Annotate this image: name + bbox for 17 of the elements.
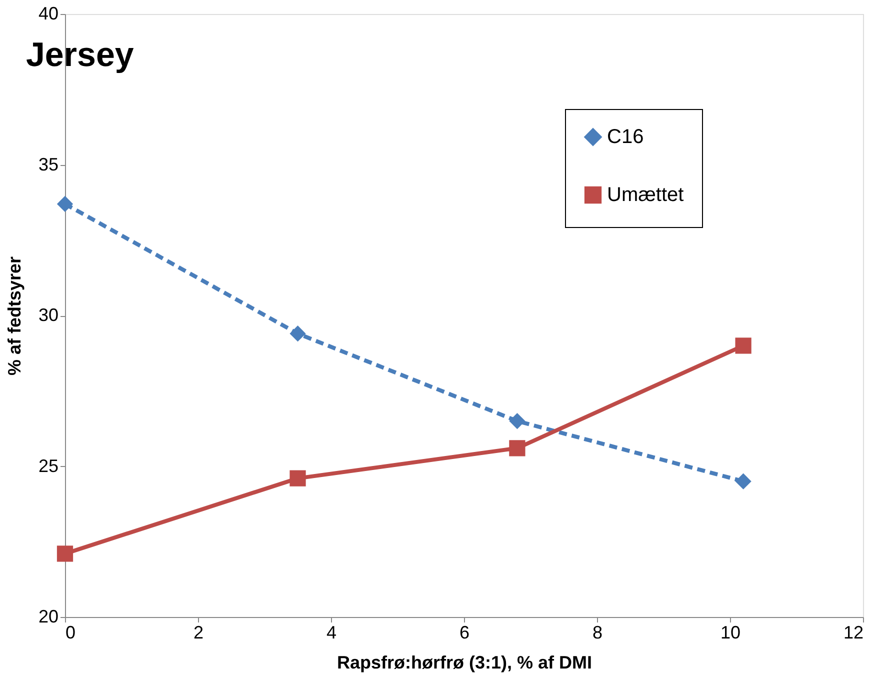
legend-label: Umættet [607,184,684,206]
x-tick-label: 4 [326,622,337,642]
y-tick-label: 30 [38,305,58,325]
x-axis-title: Rapsfrø:hørfrø (3:1), % af DMI [336,652,592,672]
x-tick-label: 8 [592,622,603,642]
x-tick-label: 6 [459,622,470,642]
y-tick-label: 20 [38,606,58,626]
y-tick-label: 40 [38,4,58,24]
y-axis-title: % af fedtsyrer [4,256,24,376]
x-tick-label: 12 [843,622,864,642]
y-tick-label: 35 [38,154,58,174]
x-tick-label: 10 [720,622,741,642]
y-tick-label: 25 [38,456,58,476]
legend-label: C16 [607,126,644,148]
x-tick-label: 2 [193,622,204,642]
text: Jersey [26,36,134,74]
x-tick-label: 0 [66,622,76,642]
